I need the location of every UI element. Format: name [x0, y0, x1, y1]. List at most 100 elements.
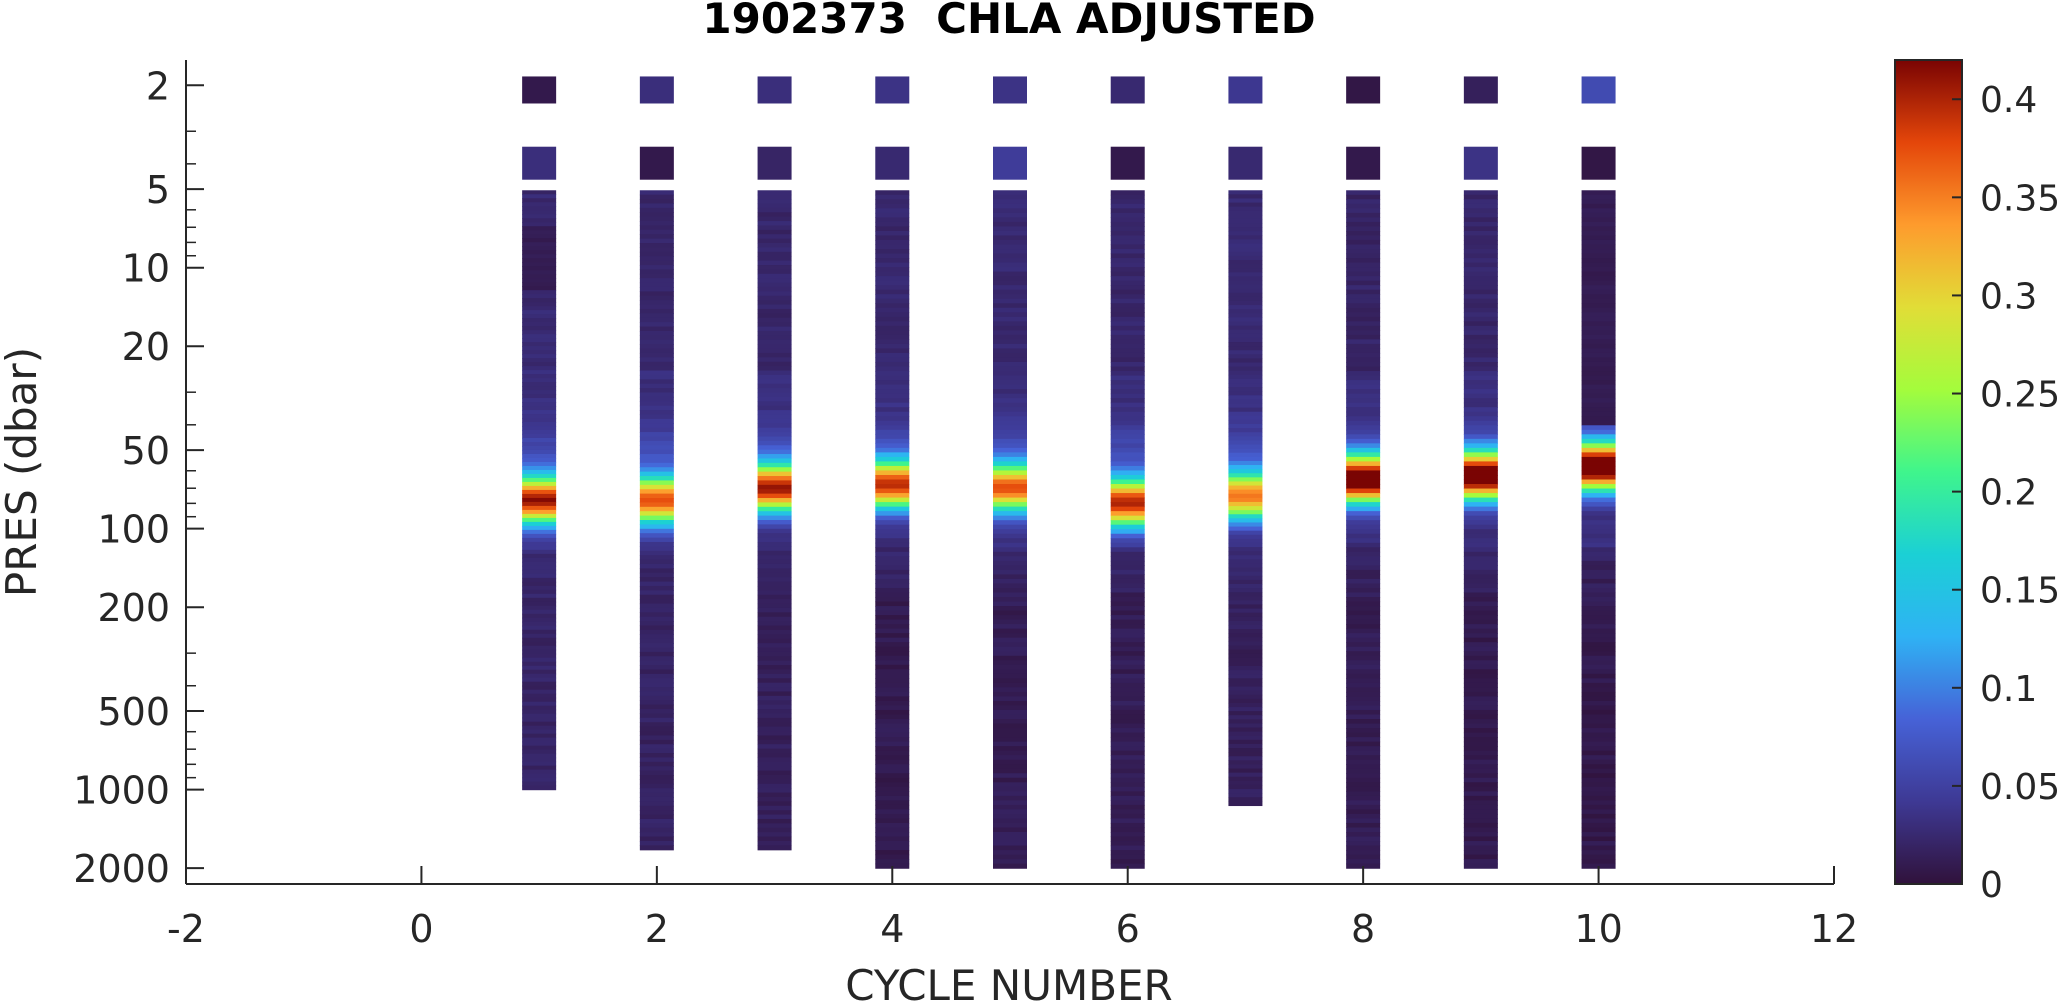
- heatmap-cell: [522, 190, 557, 195]
- heatmap-cell: [639, 493, 674, 499]
- heatmap-cell: [1346, 719, 1381, 725]
- heatmap-cell: [1463, 682, 1498, 688]
- heatmap-cell: [1463, 307, 1498, 313]
- heatmap-cell: [757, 432, 792, 438]
- heatmap-cell: [1110, 529, 1145, 535]
- heatmap-cell: [1346, 809, 1381, 815]
- heatmap-cell: [757, 766, 792, 772]
- heatmap-cell: [1581, 276, 1616, 282]
- heatmap-cell: [1581, 474, 1616, 481]
- heatmap-cell: [639, 568, 674, 574]
- heatmap-cell: [993, 203, 1027, 209]
- heatmap-cell: [1463, 262, 1498, 268]
- heatmap-cell: [875, 601, 910, 607]
- heatmap-cell: [639, 146, 674, 180]
- heatmap-cell: [757, 660, 792, 666]
- heatmap-cell: [1346, 841, 1381, 847]
- heatmap-cell: [993, 642, 1027, 648]
- heatmap-cell: [1110, 714, 1145, 720]
- heatmap-cell: [1463, 493, 1498, 499]
- heatmap-cell: [639, 603, 674, 609]
- heatmap-cell: [639, 260, 674, 266]
- heatmap-cell: [639, 783, 674, 789]
- heatmap-cell: [1581, 456, 1616, 463]
- heatmap-cell: [639, 748, 674, 754]
- heatmap-cell: [522, 737, 557, 743]
- heatmap-cell: [639, 563, 674, 569]
- heatmap-cell: [1110, 506, 1145, 512]
- heatmap-cell: [1581, 827, 1616, 833]
- heatmap-cell: [1110, 511, 1145, 517]
- heatmap-cell: [875, 777, 910, 783]
- heatmap-cell: [1346, 673, 1381, 679]
- heatmap-cell: [1110, 583, 1145, 589]
- heatmap-cell: [1346, 402, 1381, 408]
- heatmap-cell: [639, 498, 674, 504]
- heatmap-cell: [1346, 633, 1381, 639]
- heatmap-cell: [993, 402, 1027, 408]
- heatmap-cell: [1463, 719, 1498, 725]
- heatmap-cell: [1581, 682, 1616, 688]
- heatmap-cell: [1581, 438, 1616, 444]
- heatmap-cell: [1581, 836, 1616, 842]
- heatmap-cell: [757, 638, 792, 644]
- heatmap-cell: [1463, 249, 1498, 255]
- heatmap-cell: [1463, 203, 1498, 209]
- heatmap-cell: [1346, 289, 1381, 295]
- heatmap-cell: [522, 362, 557, 367]
- heatmap-cell: [757, 735, 792, 741]
- heatmap-cell: [993, 497, 1027, 503]
- heatmap-cell: [639, 361, 674, 367]
- heatmap-cell: [1463, 226, 1498, 232]
- heatmap-cell: [1110, 836, 1145, 842]
- heatmap-cell: [993, 221, 1027, 228]
- heatmap-cell: [875, 316, 910, 322]
- heatmap-cell: [1110, 682, 1145, 688]
- heatmap-cell: [757, 651, 792, 657]
- heatmap-cell: [522, 234, 557, 239]
- heatmap-cell: [757, 383, 792, 389]
- heatmap-cell: [875, 194, 910, 200]
- heatmap-cell: [875, 443, 910, 449]
- heatmap-cell: [1463, 547, 1498, 553]
- heatmap-cell: [1110, 239, 1145, 246]
- heatmap-cell: [1110, 827, 1145, 833]
- heatmap-cell: [875, 276, 910, 282]
- heatmap-cell: [1110, 601, 1145, 607]
- heatmap-cell: [757, 480, 792, 486]
- heatmap-cell: [1110, 321, 1145, 327]
- heatmap-cell: [639, 414, 674, 420]
- heatmap-cell: [522, 521, 557, 527]
- heatmap-cell: [993, 262, 1027, 268]
- heatmap-cell: [1463, 678, 1498, 684]
- heatmap-cell: [757, 704, 792, 710]
- heatmap-cell: [757, 731, 792, 737]
- heatmap-cell: [1581, 366, 1616, 372]
- heatmap-cell: [757, 687, 792, 693]
- heatmap-cell: [639, 581, 674, 587]
- heatmap-cell: [522, 274, 557, 279]
- heatmap-cell: [1346, 271, 1381, 277]
- heatmap-cell: [1110, 822, 1145, 829]
- x-tick-label: 2: [645, 907, 669, 951]
- heatmap-cell: [1228, 727, 1263, 733]
- heatmap-cell: [757, 528, 792, 534]
- heatmap-cell: [993, 859, 1027, 865]
- heatmap-cell: [1346, 352, 1381, 359]
- heatmap-cell: [875, 822, 910, 829]
- heatmap-cell: [993, 312, 1027, 318]
- heatmap-cell: [757, 348, 792, 354]
- heatmap-cell: [1228, 719, 1263, 725]
- heatmap-cell: [993, 845, 1027, 851]
- heatmap-cell: [1346, 434, 1381, 440]
- heatmap-cell: [757, 392, 792, 398]
- heatmap-cell: [875, 488, 910, 494]
- heatmap-cell: [1581, 262, 1616, 268]
- heatmap-cell: [1228, 616, 1263, 622]
- heatmap-cell: [639, 476, 674, 482]
- heatmap-cell: [639, 440, 674, 446]
- heatmap-cell: [993, 633, 1027, 639]
- heatmap-cell: [1110, 759, 1145, 765]
- heatmap-cell: [522, 713, 557, 719]
- heatmap-cell: [1110, 841, 1145, 847]
